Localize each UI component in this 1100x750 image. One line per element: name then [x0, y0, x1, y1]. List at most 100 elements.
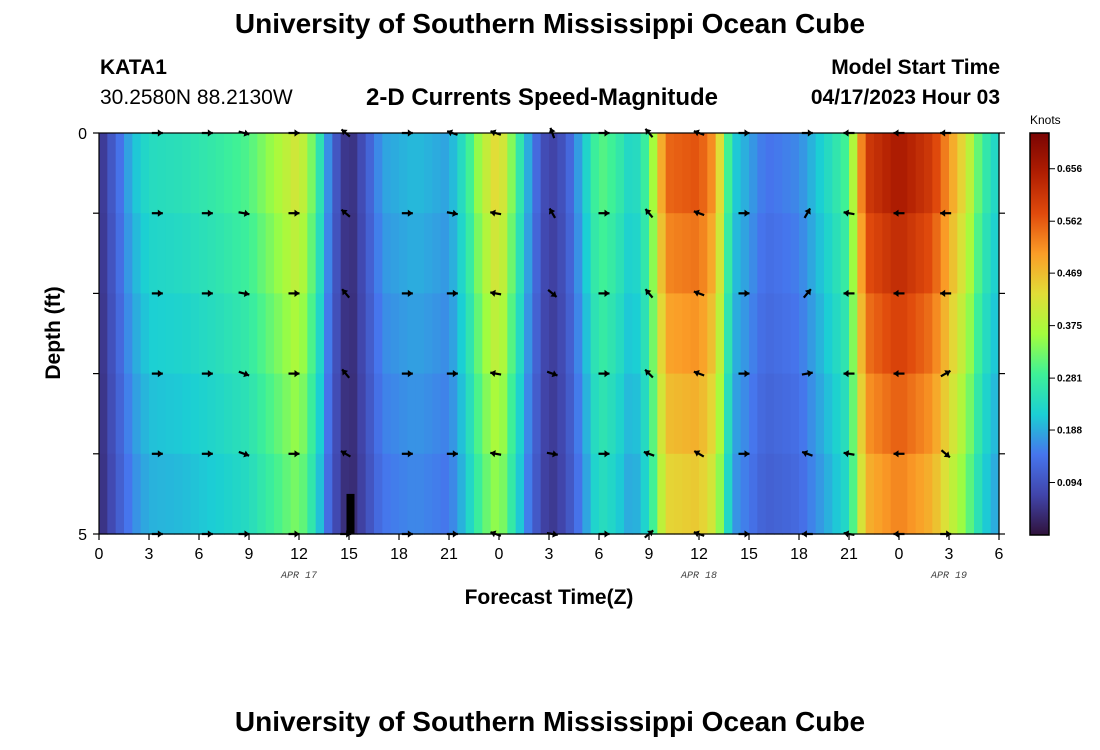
heatmap-cell — [107, 213, 117, 294]
heatmap-cell — [557, 133, 567, 214]
heatmap-cell — [499, 133, 508, 214]
heatmap-cell — [582, 293, 592, 375]
heatmap-cell — [849, 213, 858, 294]
heatmap-cell — [307, 453, 317, 535]
heatmap-cell — [699, 213, 708, 294]
heatmap-cell — [890, 133, 900, 214]
heatmap-cell — [149, 213, 158, 294]
heatmap-cell — [515, 453, 525, 535]
heatmap-cell — [624, 133, 633, 214]
heatmap-cell — [949, 293, 958, 375]
heatmap-cell — [890, 373, 900, 455]
heatmap-cell — [399, 373, 408, 455]
heatmap-cell — [399, 133, 408, 214]
heatmap-cell — [299, 133, 308, 214]
heatmap-cell — [857, 133, 867, 214]
chart-subtitle: 2-D Currents Speed-Magnitude — [366, 84, 719, 111]
heatmap-cell — [440, 373, 450, 455]
current-vector — [893, 289, 905, 297]
heatmap-cell — [840, 453, 850, 535]
heatmap-cell — [699, 133, 708, 214]
heatmap-cell — [199, 373, 208, 455]
heatmap-cell — [690, 293, 700, 375]
heatmap-cell — [249, 293, 258, 375]
heatmap-cell — [382, 213, 392, 294]
current-vector — [238, 209, 250, 217]
heatmap-cell — [140, 293, 150, 375]
heatmap-cell — [799, 453, 808, 535]
heatmap-cell — [299, 293, 308, 375]
current-vector — [643, 450, 655, 458]
heatmap-cell — [582, 133, 592, 214]
heatmap-cell — [274, 213, 283, 294]
heatmap-cell — [649, 293, 658, 375]
heatmap-cell — [707, 373, 717, 455]
current-vector — [843, 209, 855, 217]
current-vector — [940, 209, 952, 217]
heatmap-cell — [374, 373, 383, 455]
heatmap-cell — [740, 373, 750, 455]
heatmap-cell — [240, 373, 250, 455]
current-vector — [490, 209, 502, 217]
heatmap-cell — [990, 213, 1000, 294]
heatmap-cell — [474, 373, 483, 455]
heatmap-cell — [307, 373, 317, 455]
heatmap-cell — [282, 133, 292, 214]
heatmap-cell — [674, 133, 683, 214]
heatmap-cell — [682, 133, 692, 214]
heatmap-cell — [957, 293, 967, 375]
x-tick-label: 18 — [390, 546, 408, 563]
heatmap-cell — [657, 133, 667, 214]
heatmap-cell — [940, 373, 950, 455]
heatmap-cell — [624, 373, 633, 455]
heatmap-cell — [665, 453, 675, 535]
heatmap-cell — [574, 373, 583, 455]
heatmap-cell — [857, 453, 867, 535]
heatmap-cell — [932, 293, 942, 375]
heatmap-cell — [765, 213, 775, 294]
colorbar-tick-label: 0.469 — [1057, 269, 1082, 280]
current-vector — [238, 289, 250, 298]
heatmap-cell — [699, 293, 708, 375]
current-vector — [843, 289, 855, 297]
heatmap-cell — [982, 293, 992, 375]
heatmap-cell — [740, 293, 750, 375]
colorbar — [1029, 132, 1050, 536]
heatmap-cell — [882, 293, 892, 375]
heatmap-cell — [390, 133, 400, 214]
heatmap-cell — [624, 453, 633, 535]
heatmap-cell — [807, 133, 817, 214]
heatmap-cell — [232, 373, 242, 455]
heatmap-cell — [899, 293, 908, 375]
heatmap-cell — [549, 293, 558, 375]
heatmap-cell — [174, 453, 183, 535]
heatmap-cell — [115, 373, 125, 455]
heatmap-cell — [640, 373, 650, 455]
heatmap-cell — [424, 293, 433, 375]
x-tick-label: 18 — [790, 546, 808, 563]
heatmap-cell — [365, 133, 375, 214]
heatmap-cell — [865, 293, 875, 375]
heatmap-cell — [532, 213, 542, 294]
heatmap-cell — [157, 293, 167, 375]
heatmap-cell — [607, 373, 617, 455]
heatmap-cell — [907, 293, 917, 375]
heatmap-cell — [482, 213, 492, 294]
heatmap-cell — [207, 213, 217, 294]
station-coordinates: 30.2580N 88.2130W — [100, 86, 293, 109]
heatmap-cell — [590, 453, 600, 535]
heatmap-cell — [715, 293, 725, 375]
heatmap-cell — [540, 213, 550, 294]
current-vector — [693, 209, 705, 217]
heatmap-cell — [707, 453, 717, 535]
heatmap-cell — [332, 453, 342, 535]
heatmap-cell — [782, 213, 792, 294]
heatmap-cell — [915, 373, 925, 455]
heatmap-cell — [307, 213, 317, 294]
heatmap-cell — [599, 293, 608, 375]
heatmap-cell — [665, 373, 675, 455]
heatmap-cell — [399, 213, 408, 294]
colorbar-units: Knots — [1030, 113, 1061, 127]
heatmap-cell — [949, 453, 958, 535]
heatmap-cell — [315, 213, 325, 294]
